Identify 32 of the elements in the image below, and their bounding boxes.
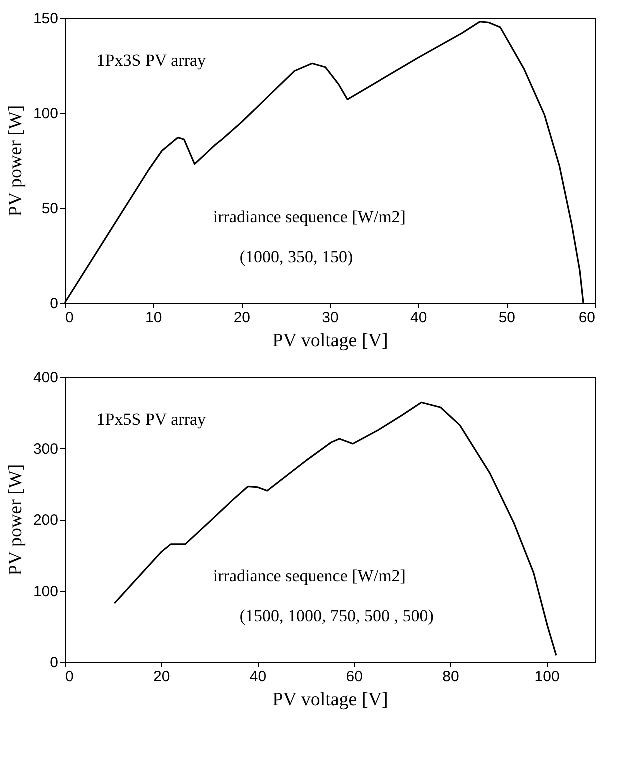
x-tick-label: 50 — [498, 310, 516, 326]
y-axis-title: PV power [W] — [5, 464, 26, 576]
x-tick-label: 0 — [66, 310, 74, 326]
x-tick-label: 80 — [442, 668, 460, 686]
x-axis-title: PV voltage [V] — [272, 330, 388, 352]
y-tick-label: 0 — [50, 654, 58, 672]
x-tick-label: 10 — [145, 310, 162, 326]
x-tick-label: 0 — [66, 668, 74, 686]
annotation: irradiance sequence [W/m2] — [213, 208, 406, 226]
x-tick-label: 60 — [578, 310, 596, 326]
x-tick-label: 20 — [234, 310, 251, 326]
y-tick-label: 100 — [33, 583, 58, 600]
y-tick-label: 50 — [42, 200, 58, 218]
x-tick-label: 40 — [250, 668, 267, 686]
annotation: (1000, 350, 150) — [240, 247, 354, 266]
y-tick-label: 400 — [33, 370, 58, 386]
annotation: irradiance sequence [W/m2] — [213, 566, 406, 586]
annotation: 1Px3S PV array — [96, 50, 207, 70]
x-axis-title: PV voltage [V] — [272, 690, 388, 710]
annotation: (1500, 1000, 750, 500 , 500) — [240, 606, 434, 626]
annotation: 1Px5S PV array — [96, 410, 207, 429]
x-tick-label: 30 — [322, 310, 339, 326]
y-axis-title: PV power [W] — [5, 105, 26, 217]
y-tick-label: 0 — [50, 296, 58, 312]
y-tick-label: 200 — [33, 512, 58, 529]
x-tick-label: 20 — [154, 668, 170, 686]
x-tick-label: 60 — [346, 668, 363, 686]
x-tick-label: 100 — [534, 668, 560, 686]
x-tick-label: 40 — [410, 310, 428, 326]
y-tick-label: 300 — [33, 440, 58, 458]
y-tick-label: 100 — [33, 106, 58, 122]
y-tick-label: 150 — [33, 10, 58, 28]
